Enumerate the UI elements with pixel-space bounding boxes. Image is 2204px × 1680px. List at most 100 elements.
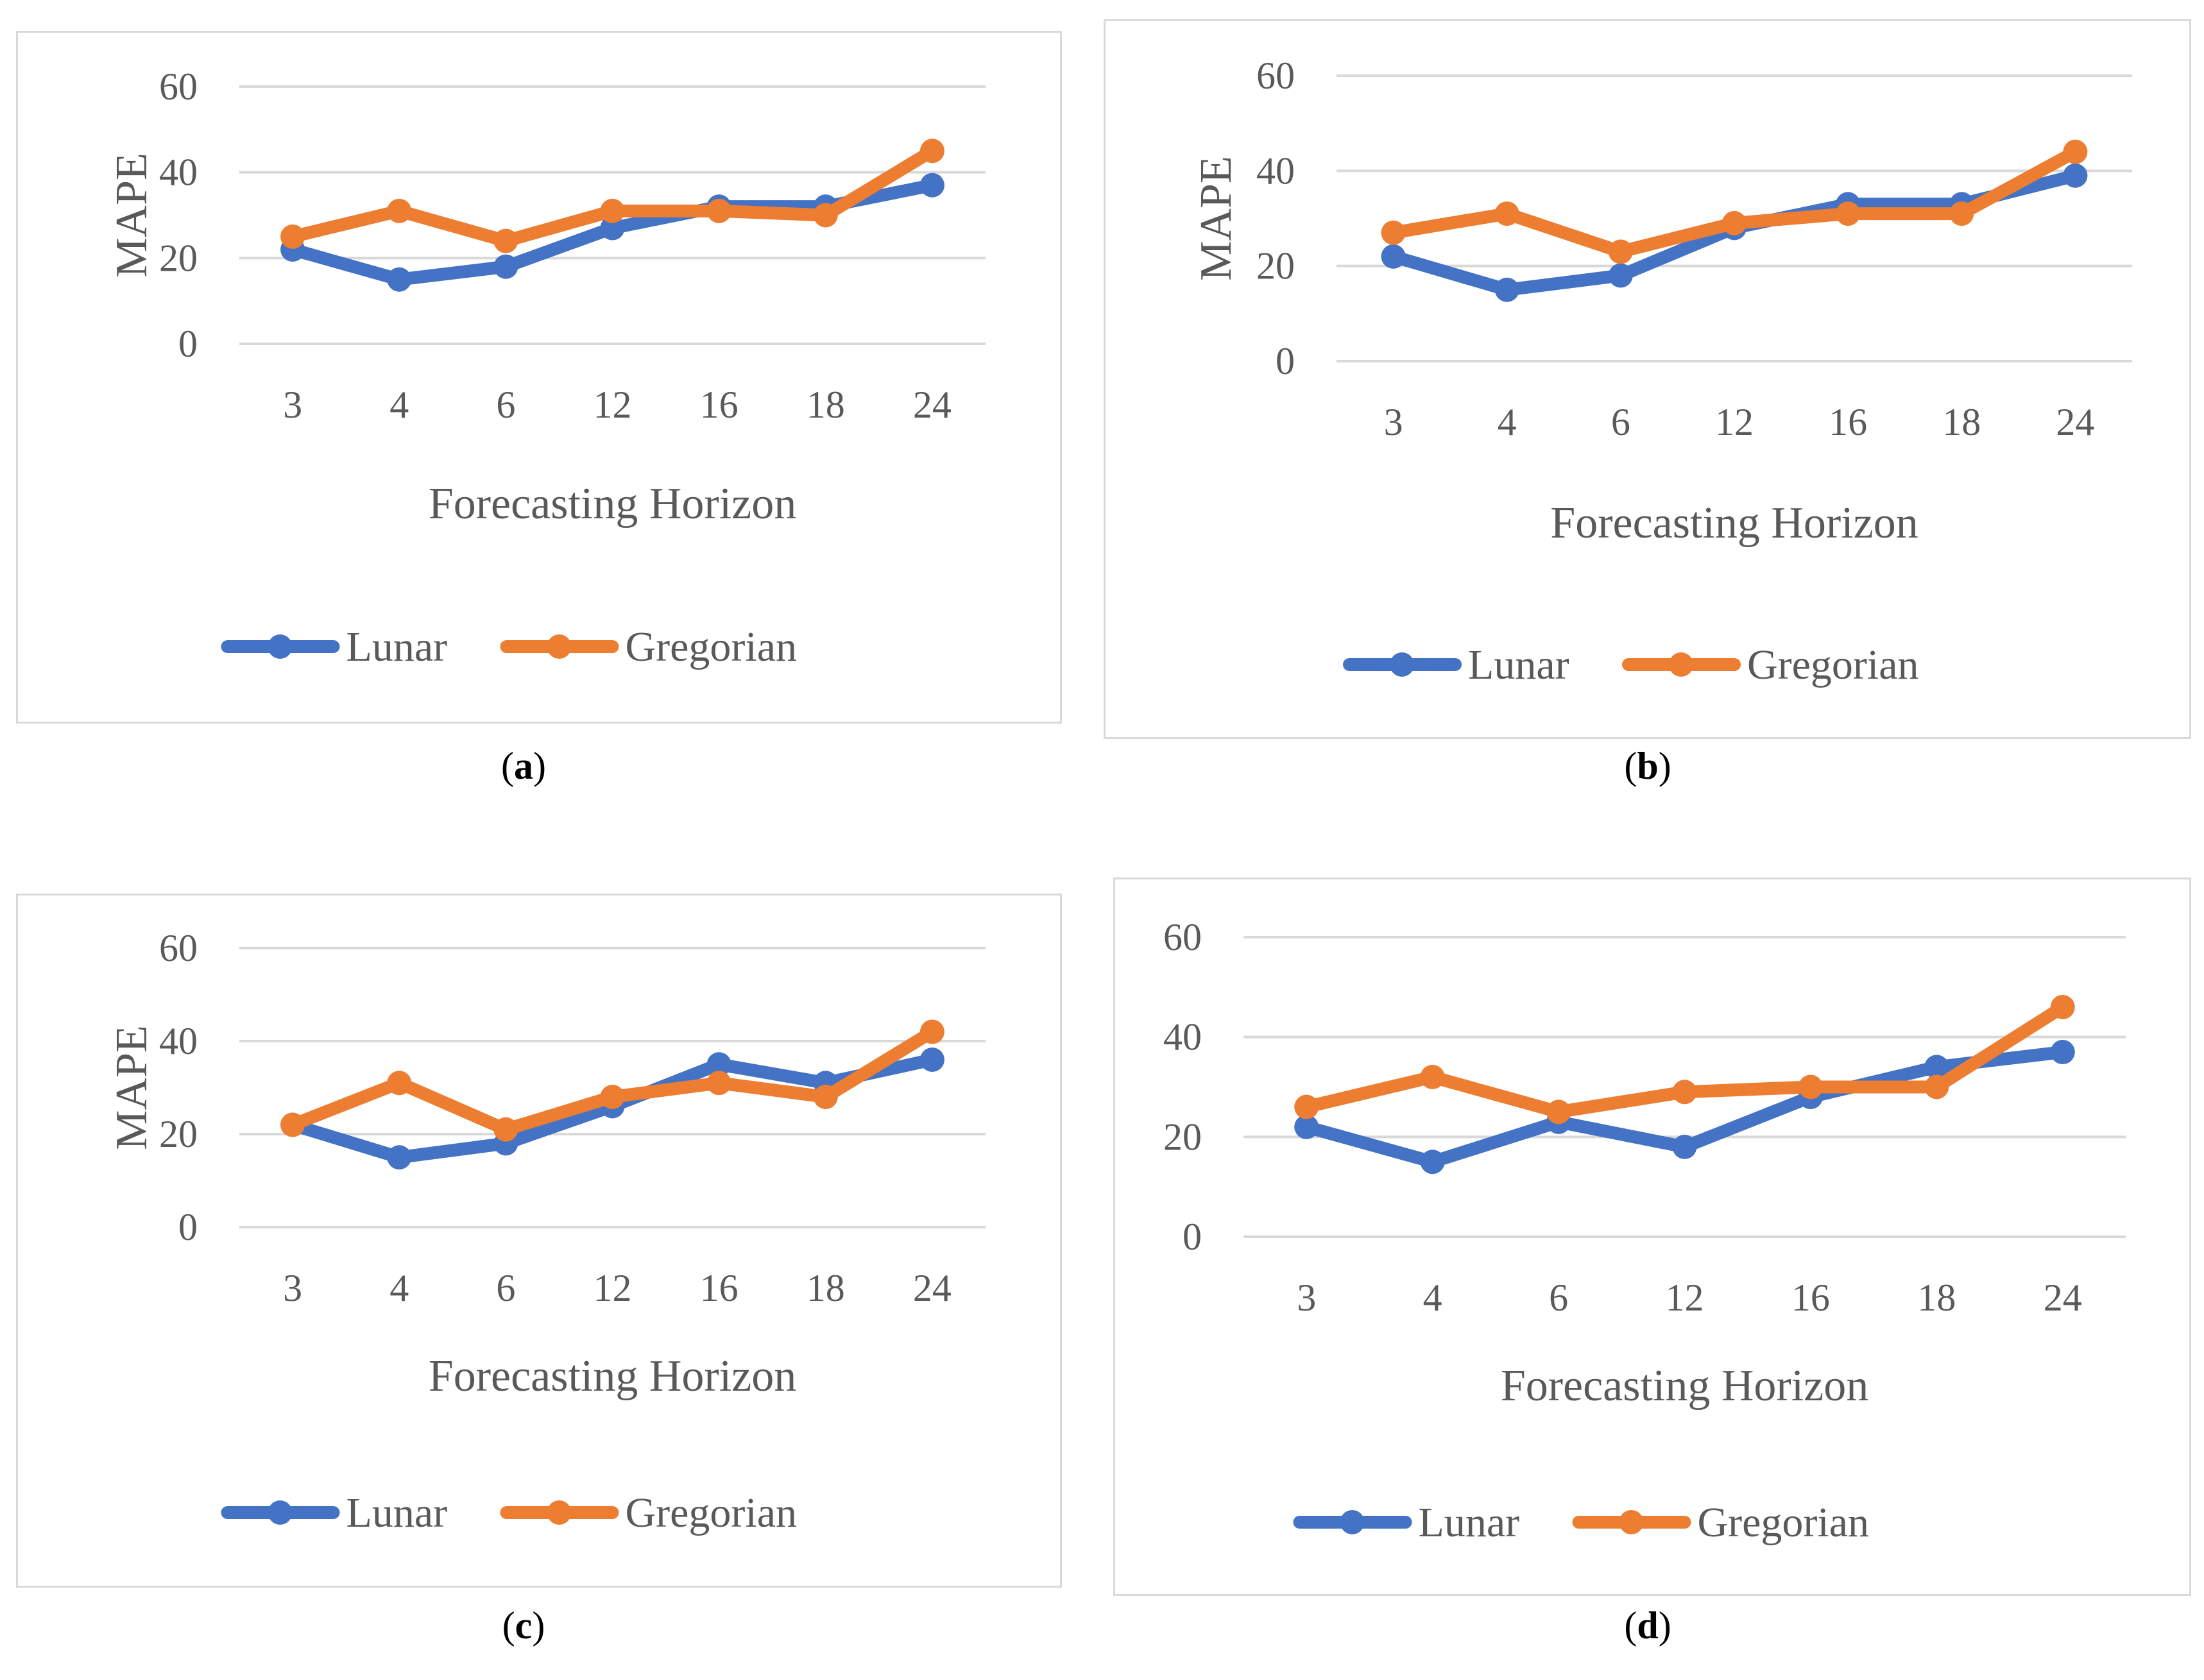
legend-label-gregorian: Gregorian	[626, 1489, 798, 1536]
data-point-lunar	[1672, 1134, 1697, 1159]
x-tick-label: 16	[700, 1267, 739, 1309]
x-tick-label: 4	[389, 384, 409, 426]
legend-marker-gregorian	[1619, 1510, 1644, 1534]
legend-marker-gregorian	[1669, 652, 1693, 677]
chart-panel-c: 0 20 40 60 3 4 6 12 16 18 24 Forecasting Horizon MAP…	[16, 894, 1062, 1588]
data-point-gregorian	[1672, 1080, 1697, 1105]
chart-panel-a: 0 20 40 60 3 4 6 12 16 18 24 Forecasting Horizon MAP…	[16, 31, 1062, 724]
y-tick-label: 60	[1256, 55, 1295, 97]
legend-label-lunar: Lunar	[346, 624, 448, 670]
data-point-lunar	[1420, 1150, 1445, 1175]
y-tick-label: 20	[159, 237, 198, 279]
chart-panel-d: 0 20 40 60 3 4 6 12 16 18 24 Forecasting Horizon Lun…	[1113, 878, 2191, 1596]
data-point-gregorian	[493, 1117, 518, 1142]
data-point-lunar	[1924, 1055, 1949, 1080]
caption-letter: a	[514, 745, 533, 787]
x-tick-label: 24	[913, 384, 952, 426]
data-point-lunar	[387, 1145, 412, 1170]
x-tick-label: 24	[2056, 401, 2094, 443]
data-point-lunar	[2063, 163, 2088, 188]
data-point-gregorian	[600, 198, 625, 223]
x-tick-label: 24	[913, 1267, 952, 1309]
data-point-lunar	[1294, 1114, 1319, 1139]
y-tick-label: 0	[178, 1206, 198, 1248]
caption-letter: d	[1637, 1604, 1659, 1647]
data-point-gregorian	[280, 224, 305, 249]
caption-d: (d)	[1624, 1604, 1671, 1647]
x-tick-label: 12	[1666, 1277, 1704, 1319]
y-tick-label: 60	[1163, 916, 1202, 958]
caption-letter: c	[515, 1604, 533, 1647]
x-axis-title: Forecasting Horizon	[1501, 1361, 1868, 1411]
data-point-gregorian	[813, 203, 838, 228]
y-tick-label: 0	[178, 323, 198, 365]
data-point-gregorian	[2063, 139, 2088, 164]
data-point-gregorian	[1546, 1099, 1571, 1124]
chart-panel-b: 0 20 40 60 3 4 6 12 16 18 24 Forecasting Horizon MAP…	[1104, 19, 2191, 739]
data-point-lunar	[493, 254, 518, 279]
data-point-lunar	[600, 216, 625, 241]
x-tick-label: 3	[1384, 401, 1403, 443]
x-tick-label: 12	[594, 384, 632, 426]
legend-marker-gregorian	[547, 1500, 572, 1525]
data-point-gregorian	[919, 139, 944, 164]
x-tick-label: 3	[283, 384, 302, 426]
legend-marker-gregorian	[547, 634, 572, 659]
y-tick-label: 0	[1183, 1216, 1202, 1258]
data-point-lunar	[919, 173, 944, 198]
x-tick-label: 16	[1829, 401, 1867, 443]
y-tick-label: 40	[159, 151, 198, 194]
legend-marker-lunar	[1390, 652, 1414, 677]
data-point-gregorian	[1381, 220, 1406, 245]
x-tick-label: 18	[1917, 1277, 1956, 1319]
x-tick-label: 6	[496, 1267, 515, 1309]
data-point-gregorian	[493, 228, 518, 253]
data-point-lunar	[706, 1052, 731, 1077]
data-point-gregorian	[1949, 201, 1974, 226]
x-tick-label: 24	[2044, 1277, 2082, 1319]
legend-label-gregorian: Gregorian	[1747, 641, 1919, 688]
x-axis-title: Forecasting Horizon	[429, 479, 796, 529]
data-point-gregorian	[1924, 1074, 1949, 1099]
x-tick-label: 3	[1297, 1277, 1316, 1319]
y-tick-label: 60	[159, 927, 198, 969]
data-point-gregorian	[2050, 994, 2075, 1019]
caption-a: (a)	[501, 745, 546, 787]
data-point-lunar	[1381, 244, 1406, 269]
x-tick-label: 6	[1549, 1277, 1568, 1319]
caption-letter: b	[1637, 745, 1659, 787]
data-point-gregorian	[387, 1071, 412, 1096]
data-point-gregorian	[706, 1071, 731, 1096]
x-tick-label: 6	[1611, 401, 1630, 443]
data-point-lunar	[919, 1048, 944, 1072]
data-point-lunar	[1608, 263, 1633, 288]
y-tick-label: 40	[1256, 149, 1295, 192]
caption-b: (b)	[1624, 745, 1671, 787]
y-axis-title: MAPE	[107, 153, 157, 277]
chart-svg: 0 20 40 60 3 4 6 12 16 18 24 Forecasting Horizon MAP…	[1192, 55, 2132, 688]
x-tick-label: 12	[594, 1267, 632, 1309]
legend-label-gregorian: Gregorian	[626, 624, 798, 670]
data-point-gregorian	[280, 1112, 305, 1137]
data-point-gregorian	[1494, 201, 1519, 226]
data-point-gregorian	[813, 1085, 838, 1109]
y-tick-label: 20	[1256, 245, 1295, 287]
data-point-gregorian	[706, 198, 731, 223]
legend-label-lunar: Lunar	[346, 1489, 448, 1536]
y-tick-label: 0	[1276, 340, 1295, 382]
data-point-gregorian	[1722, 210, 1747, 235]
x-tick-label: 4	[389, 1267, 409, 1309]
y-axis-title: MAPE	[1192, 156, 1241, 280]
caption-c: (c)	[502, 1604, 545, 1647]
data-point-gregorian	[919, 1019, 944, 1044]
data-point-gregorian	[1836, 201, 1861, 226]
chart-svg: 0 20 40 60 3 4 6 12 16 18 24 Forecasting Horizon MAP…	[107, 65, 986, 670]
y-tick-label: 20	[159, 1113, 198, 1155]
data-point-gregorian	[1294, 1094, 1319, 1119]
data-point-gregorian	[1798, 1074, 1823, 1099]
data-point-gregorian	[600, 1085, 625, 1109]
y-tick-label: 20	[1163, 1116, 1202, 1158]
legend-label-gregorian: Gregorian	[1698, 1499, 1870, 1546]
chart-svg: 0 20 40 60 3 4 6 12 16 18 24 Forecasting Horizon Lun…	[1163, 916, 2126, 1546]
x-tick-label: 18	[1942, 401, 1981, 443]
